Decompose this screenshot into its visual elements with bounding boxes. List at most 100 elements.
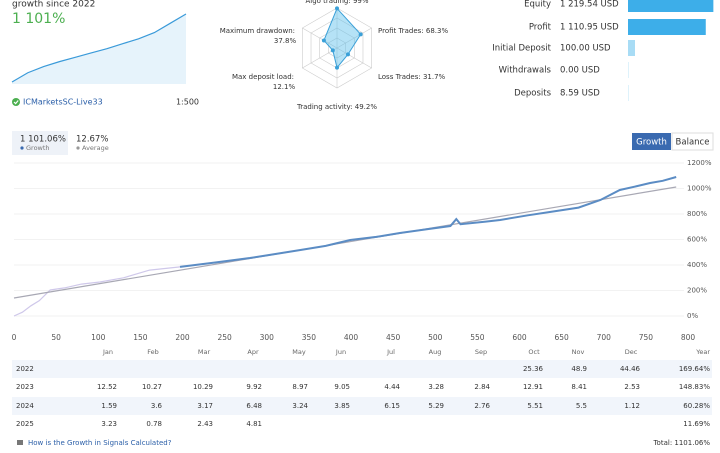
radar-spoke	[336, 47, 372, 69]
y-tick-label: 0%	[687, 312, 698, 320]
x-tick-label: 650	[554, 333, 569, 342]
row-year: 2024	[16, 402, 34, 410]
table-cell: 8.97	[292, 383, 308, 391]
table-cell: 2.84	[474, 383, 490, 391]
x-tick-label: 0	[12, 333, 17, 342]
radar-spoke	[336, 27, 372, 49]
stat-label: Withdrawals	[499, 66, 552, 76]
table-cell: 5.29	[428, 402, 444, 410]
y-tick-label: 800%	[687, 210, 707, 218]
y-tick-label: 200%	[687, 287, 707, 295]
radar-value: 68.3%	[424, 27, 449, 35]
stat-bar	[628, 85, 629, 101]
radar-value: 12.1%	[273, 83, 296, 91]
radar-label: Trading activity: 49.2%	[296, 103, 377, 111]
x-tick-label: 250	[217, 333, 232, 342]
radar-axis: Algo trading:	[305, 0, 350, 5]
radar-value: 37.8%	[274, 37, 297, 45]
server: ICMarketsSC-Live33	[23, 98, 103, 107]
radar-label: Algo trading: 99%	[305, 0, 368, 5]
table-cell: 6.48	[246, 402, 262, 410]
x-tick-label: 750	[639, 333, 654, 342]
radar-label: Max deposit load:	[232, 73, 294, 81]
x-tick-label: 200	[175, 333, 190, 342]
x-tick-label: 150	[133, 333, 148, 342]
table-cell: 9.05	[334, 383, 350, 391]
row-year: 2025	[16, 420, 34, 428]
table-cell: 8.41	[571, 383, 587, 391]
radar-point	[321, 38, 326, 43]
radar-value: 49.2%	[353, 103, 378, 111]
table-cell: 25.36	[523, 365, 544, 373]
table-cell: 11.69%	[683, 420, 710, 428]
table-cell: 6.15	[384, 402, 400, 410]
table-cell: 5.51	[527, 402, 543, 410]
growth-value: 1 101%	[12, 11, 65, 27]
table-cell: 5.5	[576, 402, 587, 410]
y-tick-label: 1000%	[687, 185, 712, 193]
x-tick-label: 500	[428, 333, 443, 342]
button-balance[interactable]	[671, 132, 714, 151]
table-cell: 2.76	[474, 402, 490, 410]
stat-bar	[628, 0, 714, 12]
x-tick-label: 50	[51, 333, 61, 342]
stat-label: Equity	[524, 0, 551, 10]
total: Total: 1101.06%	[652, 439, 710, 447]
x-tick-label: 300	[260, 333, 275, 342]
column-header: Feb	[147, 348, 159, 356]
x-tick-label: 700	[597, 333, 612, 342]
table-cell: 4.44	[384, 383, 400, 391]
column-header: Jul	[386, 348, 395, 356]
table-cell: 2.53	[624, 383, 640, 391]
row-year: 2022	[16, 365, 34, 373]
stat-label: Initial Deposit	[492, 44, 551, 54]
check-icon	[12, 98, 20, 106]
radar-point	[335, 65, 339, 70]
table-cell: 3.85	[334, 402, 350, 410]
table-cell: 3.6	[151, 402, 163, 410]
x-tick-label: 100	[91, 333, 106, 342]
growth-line	[13, 266, 181, 317]
sparkline	[11, 13, 187, 83]
table-cell: 1.59	[101, 402, 117, 410]
stat-value: 8.59 USD	[560, 89, 600, 99]
table-cell: 10.29	[193, 383, 213, 391]
row-background	[12, 397, 712, 415]
x-tick-label: 350	[302, 333, 317, 342]
column-header: Dec	[625, 348, 638, 356]
table-cell: 48.9	[571, 365, 587, 373]
stat-label: Profit	[529, 23, 552, 33]
x-tick-label: 800	[681, 333, 696, 342]
button-growth[interactable]	[632, 133, 671, 150]
stat-bar	[628, 19, 706, 35]
help-link[interactable]: How is the Growth in Signals Calculated?	[28, 439, 172, 447]
y-tick-label: 600%	[687, 236, 707, 244]
radar-axis: Loss Trades:	[378, 73, 421, 81]
column-header: Sep	[475, 348, 487, 356]
leverage: 1:500	[176, 98, 199, 107]
radar-point	[335, 6, 339, 11]
table-cell: 148.83%	[679, 383, 710, 391]
button-label[interactable]: Balance	[676, 138, 710, 148]
radar-axis: Profit Trades:	[378, 27, 424, 35]
column-header: Mar	[198, 348, 211, 356]
table-cell: 3.23	[101, 420, 117, 428]
x-tick-label: 600	[512, 333, 527, 342]
table-cell: 1.12	[624, 402, 640, 410]
table-cell: 3.17	[197, 402, 213, 410]
button-label[interactable]: Growth	[636, 138, 667, 148]
y-tick-label: 1200%	[687, 159, 712, 167]
table-cell: 4.81	[246, 420, 262, 428]
table-cell: 0.78	[146, 420, 162, 428]
stat-value: 0.00 USD	[560, 66, 600, 76]
table-cell: 9.92	[246, 383, 262, 391]
radar-label: Loss Trades: 31.7%	[378, 73, 446, 81]
stat-value: 1 110.95 USD	[560, 23, 619, 33]
tab-active	[12, 131, 68, 155]
stat-bar	[628, 40, 635, 56]
column-header: Aug	[429, 348, 442, 356]
column-header: Apr	[247, 348, 259, 356]
stat-label: Deposits	[514, 89, 551, 99]
x-tick-label: 450	[386, 333, 401, 342]
growth-line	[13, 186, 677, 299]
